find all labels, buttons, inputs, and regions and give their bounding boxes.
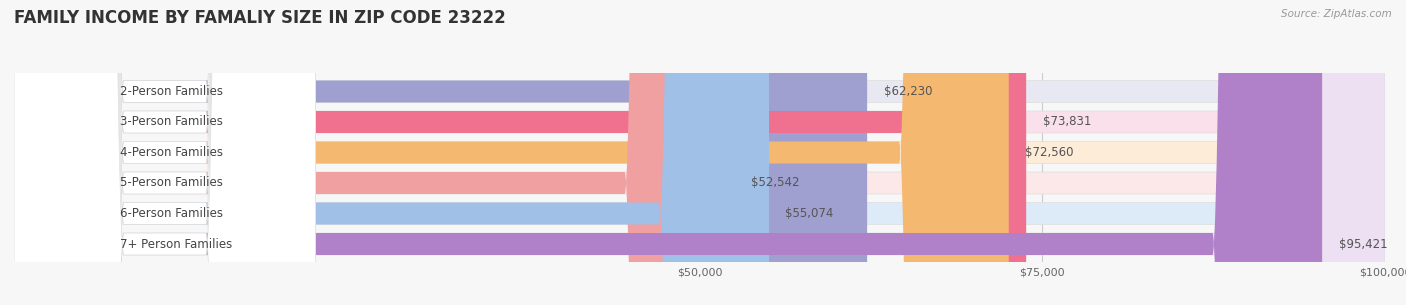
Text: $72,560: $72,560 [1025,146,1074,159]
FancyBboxPatch shape [14,0,1008,305]
Text: $95,421: $95,421 [1339,238,1388,250]
FancyBboxPatch shape [14,0,1385,305]
FancyBboxPatch shape [14,0,316,305]
Text: Source: ZipAtlas.com: Source: ZipAtlas.com [1281,9,1392,19]
FancyBboxPatch shape [14,0,1385,305]
FancyBboxPatch shape [14,0,1026,305]
FancyBboxPatch shape [14,0,1385,305]
Text: $62,230: $62,230 [883,85,932,98]
Text: $52,542: $52,542 [751,177,799,189]
Text: $73,831: $73,831 [1043,116,1091,128]
FancyBboxPatch shape [14,0,1385,305]
FancyBboxPatch shape [14,0,734,305]
Text: 4-Person Families: 4-Person Families [120,146,222,159]
FancyBboxPatch shape [14,0,316,305]
FancyBboxPatch shape [14,0,316,305]
FancyBboxPatch shape [14,0,769,305]
Text: 5-Person Families: 5-Person Families [120,177,222,189]
FancyBboxPatch shape [14,0,316,305]
Text: $55,074: $55,074 [786,207,834,220]
Text: 7+ Person Families: 7+ Person Families [120,238,232,250]
Text: 6-Person Families: 6-Person Families [120,207,222,220]
FancyBboxPatch shape [14,0,1385,305]
FancyBboxPatch shape [14,0,1385,305]
FancyBboxPatch shape [14,0,1322,305]
FancyBboxPatch shape [14,0,316,305]
Text: 3-Person Families: 3-Person Families [120,116,222,128]
FancyBboxPatch shape [14,0,316,305]
Text: FAMILY INCOME BY FAMALIY SIZE IN ZIP CODE 23222: FAMILY INCOME BY FAMALIY SIZE IN ZIP COD… [14,9,506,27]
Text: 2-Person Families: 2-Person Families [120,85,222,98]
FancyBboxPatch shape [14,0,868,305]
